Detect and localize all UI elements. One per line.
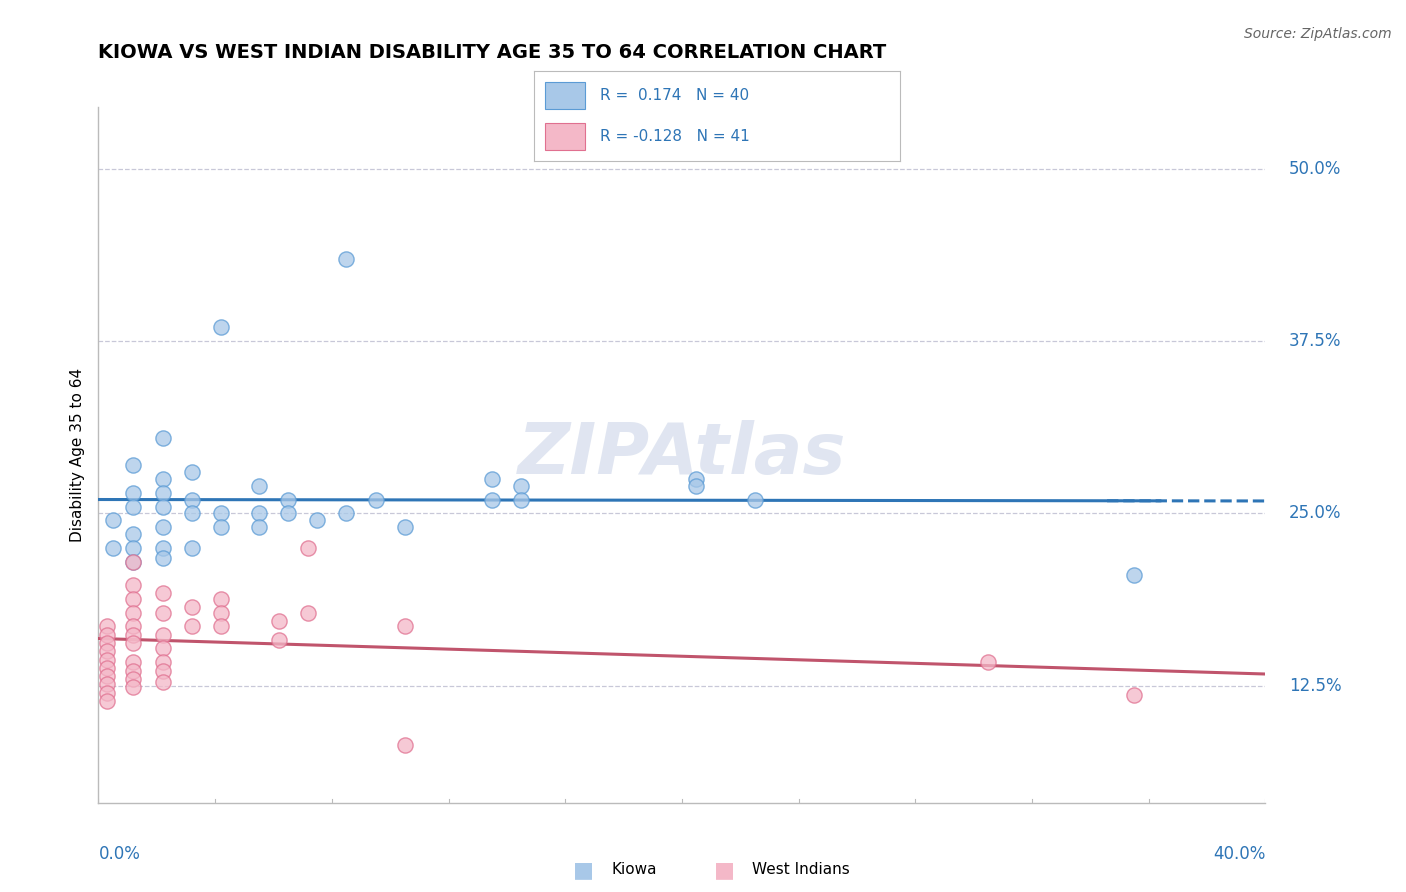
Text: 40.0%: 40.0% xyxy=(1213,845,1265,863)
Point xyxy=(122,628,145,642)
Point xyxy=(1123,689,1146,703)
Point xyxy=(364,492,387,507)
Text: 50.0%: 50.0% xyxy=(1289,160,1341,178)
Point xyxy=(122,555,145,569)
Point xyxy=(122,619,145,633)
Text: 25.0%: 25.0% xyxy=(1289,505,1341,523)
Point xyxy=(510,479,533,493)
Point xyxy=(96,661,118,675)
Point xyxy=(180,619,202,633)
Text: R = -0.128   N = 41: R = -0.128 N = 41 xyxy=(600,129,749,144)
Point xyxy=(247,520,270,534)
Text: Kiowa: Kiowa xyxy=(612,863,657,877)
Point xyxy=(152,485,174,500)
Bar xyxy=(546,82,585,109)
Point xyxy=(152,541,174,555)
Point xyxy=(96,636,118,650)
Point xyxy=(122,672,145,686)
Bar xyxy=(546,123,585,150)
Point xyxy=(209,507,232,521)
Point xyxy=(152,628,174,642)
Point xyxy=(152,520,174,534)
Point xyxy=(209,591,232,606)
Text: West Indians: West Indians xyxy=(752,863,851,877)
Point xyxy=(247,507,270,521)
Point xyxy=(101,541,124,555)
Point xyxy=(269,633,291,648)
Point xyxy=(297,606,319,620)
Point xyxy=(1123,568,1146,582)
Point xyxy=(269,614,291,628)
Point xyxy=(394,738,416,752)
Point xyxy=(180,465,202,479)
Text: 0.0%: 0.0% xyxy=(98,845,141,863)
Point xyxy=(122,458,145,473)
Point xyxy=(744,492,766,507)
Text: Source: ZipAtlas.com: Source: ZipAtlas.com xyxy=(1244,27,1392,41)
Point xyxy=(209,320,232,334)
Point xyxy=(96,644,118,658)
Point xyxy=(152,606,174,620)
Point xyxy=(96,685,118,699)
Point xyxy=(685,472,707,486)
Text: R =  0.174   N = 40: R = 0.174 N = 40 xyxy=(600,88,749,103)
Point xyxy=(122,541,145,555)
Point xyxy=(96,652,118,666)
Text: 12.5%: 12.5% xyxy=(1289,677,1341,695)
Point xyxy=(277,507,299,521)
Point xyxy=(152,655,174,669)
Point xyxy=(122,680,145,694)
Point xyxy=(152,641,174,656)
Point xyxy=(307,513,329,527)
Point xyxy=(180,492,202,507)
Point xyxy=(297,541,319,555)
Point xyxy=(152,664,174,678)
Point xyxy=(152,674,174,689)
Point xyxy=(209,619,232,633)
Point xyxy=(510,492,533,507)
Point xyxy=(96,628,118,642)
Point xyxy=(122,578,145,592)
Point xyxy=(122,664,145,678)
Text: 37.5%: 37.5% xyxy=(1289,332,1341,351)
Point xyxy=(335,252,357,266)
Point xyxy=(122,606,145,620)
Y-axis label: Disability Age 35 to 64: Disability Age 35 to 64 xyxy=(69,368,84,542)
Point xyxy=(180,600,202,615)
Text: ■: ■ xyxy=(574,860,593,880)
Point xyxy=(122,555,145,569)
Text: ■: ■ xyxy=(714,860,734,880)
Point xyxy=(122,527,145,541)
Point xyxy=(977,655,1000,669)
Point xyxy=(180,541,202,555)
Point xyxy=(122,655,145,669)
Point xyxy=(394,619,416,633)
Point xyxy=(277,492,299,507)
Point xyxy=(96,619,118,633)
Point xyxy=(122,500,145,514)
Point xyxy=(152,550,174,565)
Point xyxy=(152,586,174,600)
Point xyxy=(152,431,174,445)
Point xyxy=(209,606,232,620)
Point xyxy=(122,636,145,650)
Point xyxy=(96,694,118,708)
Point xyxy=(122,591,145,606)
Point xyxy=(481,472,503,486)
Point xyxy=(180,507,202,521)
Point xyxy=(152,472,174,486)
Point xyxy=(209,520,232,534)
Point xyxy=(152,500,174,514)
Point xyxy=(394,520,416,534)
Point xyxy=(685,479,707,493)
Point xyxy=(481,492,503,507)
Point xyxy=(96,677,118,691)
Point xyxy=(122,485,145,500)
Point xyxy=(101,513,124,527)
Text: ZIPAtlas: ZIPAtlas xyxy=(517,420,846,490)
Text: KIOWA VS WEST INDIAN DISABILITY AGE 35 TO 64 CORRELATION CHART: KIOWA VS WEST INDIAN DISABILITY AGE 35 T… xyxy=(98,44,887,62)
Point xyxy=(335,507,357,521)
Point xyxy=(96,669,118,683)
Point xyxy=(247,479,270,493)
